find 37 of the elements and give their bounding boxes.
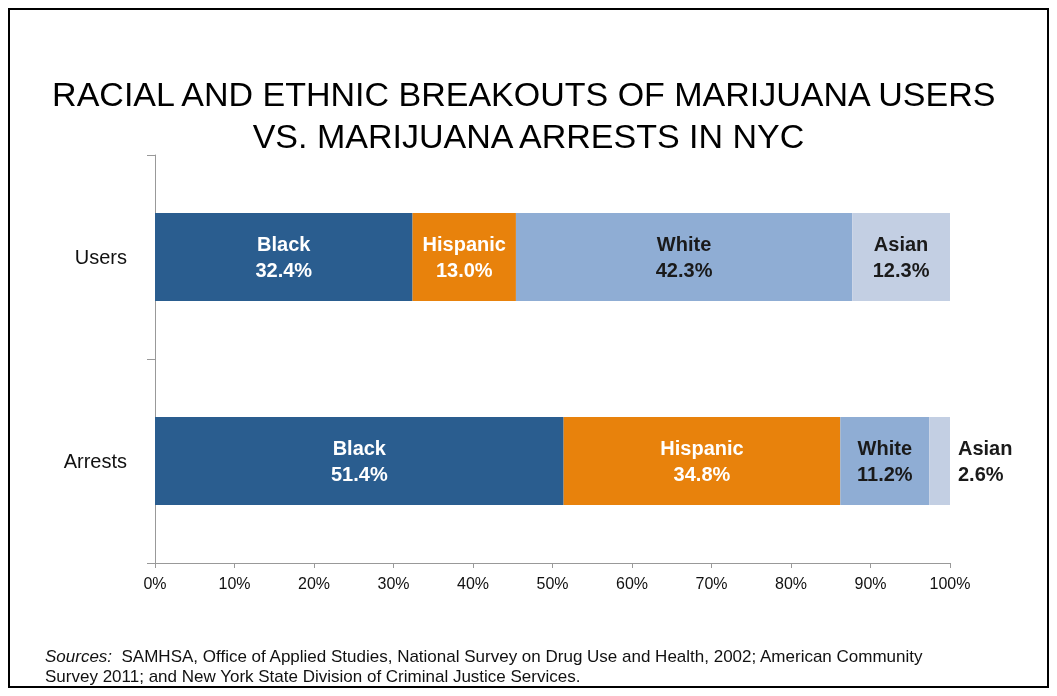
series-label: Asian (958, 437, 1013, 459)
bar (563, 417, 841, 505)
data-label: 12.3% (872, 259, 930, 281)
x-tick-label: 90% (854, 574, 887, 592)
source-note: Sources: SAMHSA, Office of Applied Studies, National Survey on Drug Use and Health, 2002; American Community Survey 2011; and New York State Division of Criminal Justice Services. (45, 646, 924, 686)
x-tick-label: 50% (536, 574, 569, 592)
data-label: 13.0% (435, 259, 493, 281)
text: Black (332, 437, 386, 459)
series-label: Black (257, 233, 312, 255)
data-label: 34.8% (673, 463, 731, 485)
data-label: 42.3% (655, 259, 713, 281)
data-label: 11.2% (857, 463, 913, 485)
x-tick-label: 80% (774, 574, 808, 592)
x-tick-label: 0% (143, 574, 167, 592)
data-label: 32.4% (255, 259, 313, 281)
bar (852, 213, 950, 301)
bar (155, 213, 413, 301)
series-label: Hispanic (422, 233, 506, 255)
x-tick-label: 30% (377, 574, 410, 592)
data-label: 2.6% (958, 463, 1004, 485)
x-tick-label: 100% (929, 574, 971, 592)
y-tick-label: Users (74, 246, 127, 268)
text: White (656, 233, 712, 255)
data-label: 51.4% (330, 463, 388, 485)
y-tick-label: Arrests (63, 450, 127, 472)
text: Hispanic (660, 437, 744, 459)
x-tick-label: 60% (615, 574, 649, 592)
x-tick-label: 70% (695, 574, 728, 592)
x-tick-label: 10% (218, 574, 251, 592)
chart-title: RACIAL AND ETHNIC BREAKOUTS OF MARIJUANA USERS VS. MARIJUANA ARRESTS IN NYC (52, 75, 1005, 155)
series-label: White (857, 437, 913, 459)
x-tick-label: 20% (297, 574, 331, 592)
bar (929, 417, 950, 505)
bar (155, 417, 564, 505)
bar (515, 213, 853, 301)
text: Asian (873, 233, 929, 255)
x-tick-label: 40% (456, 574, 490, 592)
